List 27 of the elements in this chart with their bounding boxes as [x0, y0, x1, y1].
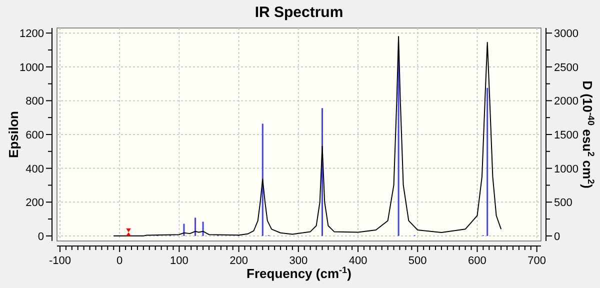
x-tick-label: 600	[468, 255, 486, 267]
y2-tick-label: 500	[554, 197, 572, 210]
y2-tick-label: 1000	[554, 163, 578, 176]
y-tick-label: 400	[26, 163, 44, 176]
chart-title: IR Spectrum	[254, 4, 344, 21]
y-tick-label: 1000	[20, 62, 44, 74]
y2-tick-label: 3000	[554, 28, 578, 40]
y2-tick-label: 0	[554, 230, 560, 243]
x-tick-label: 400	[348, 255, 368, 267]
x-axis-title: Frequency (cm$^{-1}$)	[246, 265, 352, 281]
x-tick-label: 100	[170, 255, 188, 267]
x-tick-label: 700	[528, 255, 546, 267]
y-tick-label: 0	[38, 230, 44, 243]
y-tick-label: 600	[26, 130, 44, 142]
x-tick-label: 0	[116, 255, 123, 267]
y2-tick-label: 1500	[554, 130, 578, 142]
y-tick-label: 200	[26, 197, 44, 210]
y-tick-label: 1200	[20, 28, 44, 40]
y2-tick-label: 2000	[554, 96, 578, 108]
x-tick-label: -100	[48, 255, 71, 267]
y-tick-label: 800	[26, 96, 44, 108]
x-tick-label: 300	[289, 255, 308, 267]
x-tick-label: 200	[230, 255, 248, 267]
y2-tick-label: 2500	[554, 62, 578, 74]
y-axis-title: Epsilon	[6, 110, 21, 158]
x-tick-label: 500	[408, 255, 427, 267]
line-series	[113, 36, 502, 236]
